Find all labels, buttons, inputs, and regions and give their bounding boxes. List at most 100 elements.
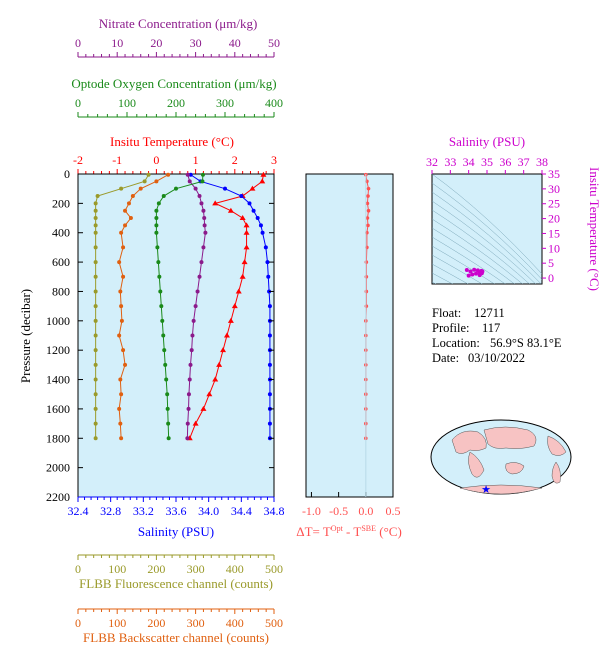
- oxygen-point: [166, 436, 171, 441]
- fluorescence-point: [93, 245, 98, 250]
- delta-t-point: [364, 274, 369, 279]
- backscatter-point: [118, 421, 123, 426]
- fluorescence-point: [95, 194, 100, 199]
- ts-series: [432, 174, 542, 284]
- ts-density-contour: [432, 245, 495, 284]
- ts-density-contour: [432, 174, 542, 275]
- pressure-tick-label: 1200: [46, 343, 70, 357]
- backscatter-point: [119, 304, 124, 309]
- backscatter-point: [119, 318, 124, 323]
- ts-density-contour: [432, 254, 483, 284]
- oxygen-axis: Optode Oxygen Concentration (μm/kg) 0 100…: [71, 76, 283, 118]
- backscatter-point: [126, 201, 131, 206]
- world-map: ★: [430, 419, 572, 496]
- fluorescence-point: [93, 377, 98, 382]
- oxygen-point: [161, 194, 166, 199]
- temperature-tick-label: 0: [153, 153, 159, 167]
- fluorescence-point: [93, 289, 98, 294]
- salinity-axis: Salinity (PSU) 32.4 32.8 33.2 33.6 34.0 34.4 3…: [68, 496, 285, 539]
- ts-density-contour: [432, 227, 515, 284]
- delta-t-point: [365, 201, 370, 206]
- fluorescence-point: [93, 318, 98, 323]
- ts-salinity-tick-label: 32: [426, 155, 438, 169]
- temperature-tick-label: -2: [73, 153, 83, 167]
- pressure-tick-label: 400: [52, 226, 70, 240]
- oxygen-tick-label: 100: [118, 96, 136, 110]
- delta-t-tick-label: -1.0: [302, 504, 321, 518]
- ts-salinity-tick-label: 35: [481, 155, 493, 169]
- fluorescence-point: [93, 333, 98, 338]
- ts-point: [474, 271, 478, 276]
- temperature-tick-label: 2: [232, 153, 238, 167]
- oxygen-point: [155, 245, 160, 250]
- nitrate-point: [185, 436, 190, 441]
- temperature-point: [231, 303, 238, 309]
- nitrate-point: [191, 318, 196, 323]
- temperature-point: [212, 376, 219, 382]
- ts-density-contour: [432, 182, 542, 280]
- nitrate-point: [185, 421, 190, 426]
- nitrate-point: [185, 172, 190, 177]
- ts-salinity-tick-label: 38: [536, 155, 548, 169]
- delta-t-tick-label: 0.5: [386, 504, 401, 518]
- float-label: Float:: [432, 306, 461, 320]
- main-plot-series: [93, 171, 272, 441]
- ts-temperature-tick-label: 10: [548, 241, 560, 255]
- float-value: 12711: [474, 306, 505, 320]
- fluorescence-point: [146, 172, 151, 177]
- pressure-tick-label: 600: [52, 255, 70, 269]
- fluorescence-axis: FLBB Fluorescence channel (counts) 0 100 2…: [75, 554, 283, 591]
- ts-density-contour: [432, 263, 469, 284]
- nitrate-tick-label: 0: [75, 36, 81, 50]
- nitrate-point: [187, 377, 192, 382]
- temperature-axis-label: Insitu Temperature (°C): [110, 134, 234, 149]
- pressure-axis-label: Pressure (decibar): [18, 289, 33, 383]
- fluorescence-axis-label: FLBB Fluorescence channel (counts): [79, 576, 273, 591]
- fluorescence-point: [93, 304, 98, 309]
- fluorescence-point: [93, 201, 98, 206]
- temperature-point: [223, 332, 230, 338]
- backscatter-point: [130, 194, 135, 199]
- ts-point: [470, 272, 475, 277]
- salinity-point: [255, 216, 260, 221]
- ts-axes: Salinity (PSU) Insitu Temperature (°C) 3…: [426, 134, 602, 291]
- nitrate-point: [203, 230, 208, 235]
- backscatter-point: [117, 260, 122, 265]
- main-plot-area: [77, 173, 275, 498]
- temperature-point: [239, 215, 246, 221]
- temperature-point: [220, 347, 227, 353]
- map-land-africa: [468, 451, 485, 478]
- fluorescence-point: [93, 274, 98, 279]
- backscatter-point: [117, 406, 122, 411]
- ts-temperature-label: Insitu Temperature (°C): [587, 167, 602, 291]
- nitrate-point: [189, 348, 194, 353]
- temperature-point: [241, 259, 248, 265]
- temperature-tick-label: 3: [271, 153, 277, 167]
- backscatter-point: [123, 362, 128, 367]
- date-value: 03/10/2022: [468, 351, 525, 365]
- salinity-point: [267, 304, 272, 309]
- salinity-tick-label: 33.6: [166, 504, 187, 518]
- delta-t-point: [365, 216, 370, 220]
- nitrate-point: [201, 245, 206, 250]
- oxygen-point: [154, 208, 159, 213]
- pressure-tick-label: 200: [52, 196, 70, 210]
- temperature-point: [243, 229, 250, 235]
- nitrate-point: [197, 194, 202, 199]
- delta-t-point: [366, 223, 370, 228]
- oxygen-point: [165, 392, 170, 397]
- fluorescence-point: [119, 186, 124, 191]
- map-land-americas-north: [547, 435, 567, 456]
- delta-t-tick-label: -0.5: [329, 504, 348, 518]
- ts-salinity-tick-label: 37: [518, 155, 530, 169]
- delta-t-axis-label: ΔT= TOpt - TSBE (°C): [296, 524, 402, 539]
- delta-t-tick-label: 0.0: [358, 504, 373, 518]
- backscatter-tick-label: 500: [265, 616, 283, 630]
- temperature-point: [243, 222, 250, 228]
- nitrate-point: [186, 392, 191, 397]
- delta-t-plot-area: [305, 173, 394, 498]
- ts-point: [477, 273, 482, 278]
- salinity-point: [239, 194, 244, 199]
- oxygen-point: [154, 223, 159, 228]
